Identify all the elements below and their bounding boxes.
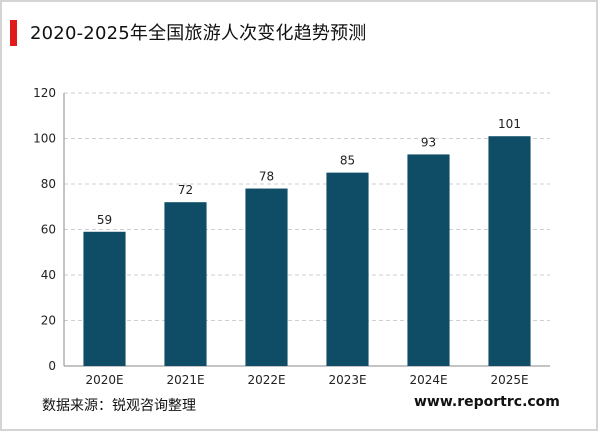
bar — [83, 231, 126, 366]
y-tick-label: 20 — [41, 314, 56, 328]
bar-value-label: 59 — [97, 213, 112, 227]
bar — [407, 154, 450, 366]
x-tick-label: 2021E — [166, 373, 204, 387]
bar-value-label: 72 — [178, 183, 193, 197]
x-tick-label: 2024E — [409, 373, 447, 387]
site-url: www.reportrc.com — [414, 394, 560, 410]
data-source: 数据来源：锐观咨询整理 — [42, 398, 196, 414]
x-tick-label: 2022E — [247, 373, 285, 387]
chart-title: 2020-2025年全国旅游人次变化趋势预测 — [30, 23, 367, 44]
axes — [63, 93, 550, 367]
x-tick-label: 2020E — [85, 373, 123, 387]
gridlines — [64, 92, 550, 321]
bar — [326, 172, 369, 366]
y-tick-label: 40 — [41, 268, 56, 282]
title-accent-bar — [10, 20, 17, 46]
bar — [245, 188, 288, 366]
y-tick-label: 100 — [33, 132, 56, 146]
x-tick-label: 2023E — [328, 373, 366, 387]
y-tick-label: 120 — [33, 86, 56, 100]
y-tick-label: 80 — [41, 177, 56, 191]
bar-value-label: 78 — [259, 170, 274, 184]
bar-chart: 0 20 40 60 80 100 120 59 2020E 72 2021E 78 2022E 85 20… — [33, 86, 550, 387]
y-tick-label: 60 — [41, 223, 56, 237]
bar-value-label: 101 — [498, 117, 521, 131]
bar — [164, 202, 207, 366]
bar — [488, 136, 531, 366]
bar-value-label: 85 — [340, 154, 355, 168]
y-tick-label: 0 — [48, 359, 56, 373]
labels: 0 20 40 60 80 100 120 59 2020E 72 2021E 78 2022E 85 20… — [33, 86, 528, 387]
x-tick-label: 2025E — [490, 373, 528, 387]
bar-value-label: 93 — [421, 135, 436, 149]
bars — [83, 136, 531, 366]
